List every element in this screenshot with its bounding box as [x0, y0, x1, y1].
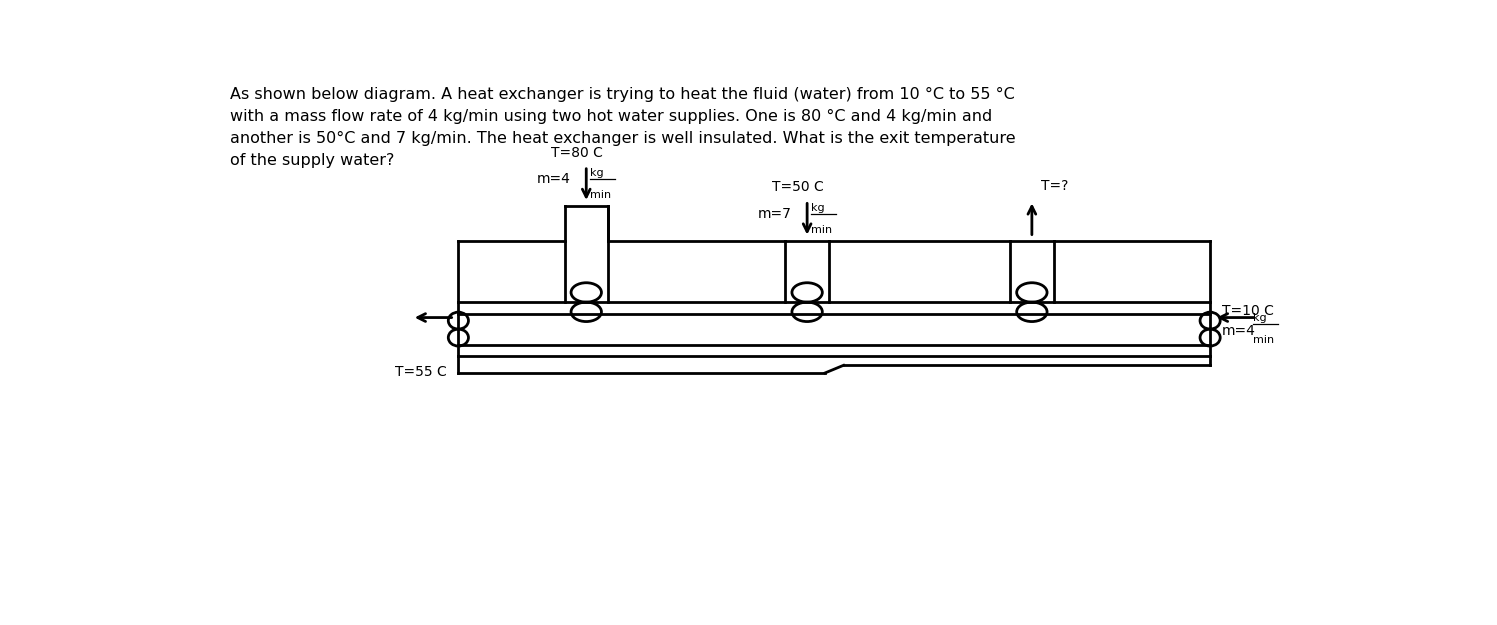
Text: m=4: m=4	[537, 172, 570, 186]
Text: m=7: m=7	[757, 207, 792, 221]
Text: T=50 C: T=50 C	[772, 181, 823, 194]
Text: min: min	[811, 225, 832, 235]
Text: kg: kg	[1253, 313, 1266, 323]
Text: T=?: T=?	[1042, 179, 1069, 192]
Text: T=55 C: T=55 C	[395, 365, 446, 379]
Text: min: min	[590, 191, 611, 201]
Text: T=80 C: T=80 C	[551, 146, 603, 160]
Text: As shown below diagram. A heat exchanger is trying to heat the fluid (water) fro: As shown below diagram. A heat exchanger…	[229, 86, 1015, 168]
Text: T=10 C: T=10 C	[1222, 304, 1274, 318]
Text: kg: kg	[590, 168, 603, 178]
Text: min: min	[1253, 335, 1274, 345]
Text: m=4: m=4	[1222, 324, 1256, 338]
Text: kg: kg	[811, 203, 825, 213]
